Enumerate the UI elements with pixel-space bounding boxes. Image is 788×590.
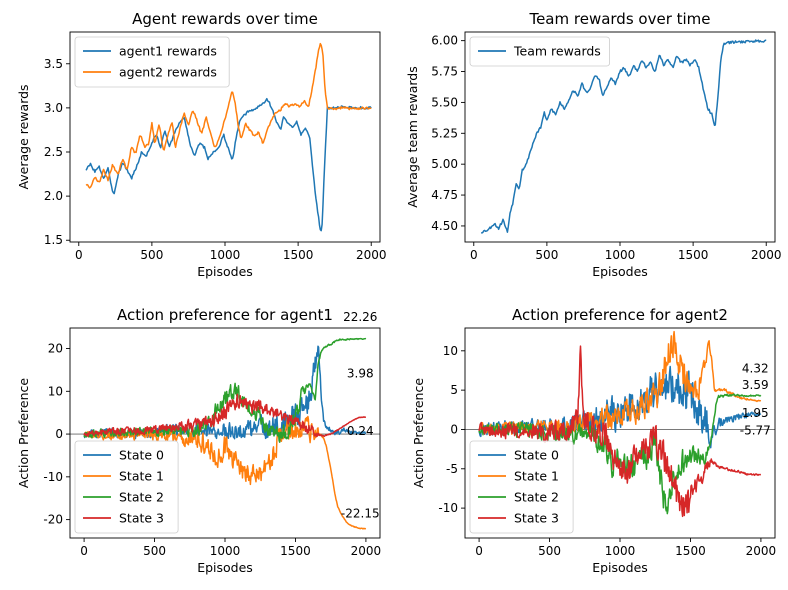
legend-entry: agent2 rewards [119,65,217,80]
legend-entry: State 2 [119,490,164,505]
plot-area [83,337,367,530]
chart-title: Action preference for agent2 [512,306,728,324]
x-tick-label: 500 [140,248,163,262]
legend-entry: State 1 [119,469,164,484]
x-tick-label: 500 [538,544,561,558]
y-tick-label: 6.00 [431,34,458,48]
legend-entry: State 3 [119,511,164,526]
x-axis-label: Episodes [592,560,648,575]
x-tick-label: 1000 [210,544,241,558]
legend-box [74,440,179,534]
plot-area [480,39,767,234]
legend: State 0 State 1 State 2 State 3 [469,440,574,534]
series-line-1 [85,97,372,232]
y-tick-label: 0 [55,427,63,441]
chart-panel-4: Action preference for agent2 4.32 3.59 1.95… [411,306,776,575]
y-tick-label: -10 [438,501,458,515]
legend-entry: State 2 [514,490,559,505]
legend: agent1 rewards agent2 rewards [74,36,230,88]
series-line-3 [83,337,367,443]
x-tick-label: 2000 [746,544,777,558]
legend-box [469,440,574,534]
x-tick-label: 0 [470,248,478,262]
y-tick-label: 2.0 [44,189,63,203]
value-annotation: 1.95 [742,406,769,420]
x-tick-label: 1500 [675,544,706,558]
legend-entry: agent1 rewards [119,44,217,59]
value-annotation: 3.59 [742,378,769,392]
chart-panel-3: Action preference for agent1 22.26 3.98 0.2… [16,306,381,575]
value-annotation: 3.98 [347,367,374,381]
y-axis-label: Average rewards [16,84,31,189]
y-tick-label: 4.50 [431,219,458,233]
legend-entry: Team rewards [513,44,601,59]
series-line-1 [480,39,767,234]
y-tick-label: 5.25 [431,126,458,140]
y-tick-label: 5.50 [431,95,458,109]
chart-title: Team rewards over time [528,10,710,28]
series-line-4 [478,345,762,518]
series-line-2 [85,42,372,189]
legend-box [74,36,230,88]
chart-panel-1: Agent rewards over time 0 500 1000 1500 2000 1… [16,10,386,279]
x-tick-label: 500 [535,248,558,262]
y-tick-label: 4.75 [431,188,458,202]
y-tick-label: -5 [446,462,458,476]
y-tick-label: 10 [443,344,458,358]
y-tick-label: -20 [43,513,63,527]
series-line-4 [83,393,367,438]
chart-title: Agent rewards over time [132,10,318,28]
y-tick-label: 3.0 [44,101,63,115]
y-tick-label: 20 [48,342,63,356]
x-tick-label: 1500 [280,544,311,558]
legend-entry: State 0 [119,448,164,463]
legend-entry: State 1 [514,469,559,484]
value-annotation: -5.77 [740,424,771,438]
x-tick-label: 0 [80,544,88,558]
x-axis-label: Episodes [197,560,253,575]
x-tick-label: 0 [475,544,483,558]
chart-panel-2: Team rewards over time 0 500 1000 1500 2000 4.… [405,10,781,279]
x-tick-label: 1000 [210,248,241,262]
value-annotation: -22.15 [341,507,380,521]
value-annotation: 0.24 [347,424,374,438]
legend: Team rewards [469,36,611,67]
plot-area [85,42,372,232]
x-tick-label: 1000 [605,248,636,262]
x-tick-label: 1500 [678,248,709,262]
y-tick-label: 5.00 [431,157,458,171]
x-tick-label: 2000 [751,248,782,262]
x-axis-label: Episodes [592,264,648,279]
plot-area [478,330,762,518]
legend-box [469,36,611,67]
legend-entry: State 3 [514,511,559,526]
y-axis-label: Action Preference [16,378,31,488]
x-tick-label: 2000 [351,544,382,558]
x-axis-label: Episodes [197,264,253,279]
x-tick-label: 500 [143,544,166,558]
value-annotation: 4.32 [742,361,769,375]
y-tick-label: 5 [450,383,458,397]
x-tick-label: 2000 [356,248,387,262]
y-tick-label: -10 [43,470,63,484]
legend-entry: State 0 [514,448,559,463]
y-tick-label: 3.5 [44,57,63,71]
legend: State 0 State 1 State 2 State 3 [74,440,179,534]
chart-title: Action preference for agent1 [117,306,333,324]
y-axis-label: Average team rewards [405,66,420,208]
y-tick-label: 0 [450,422,458,436]
y-tick-label: 1.5 [44,233,63,247]
y-tick-label: 2.5 [44,145,63,159]
y-axis-label: Action Preference [411,378,426,488]
value-annotation: 22.26 [343,310,377,324]
x-tick-label: 0 [75,248,83,262]
x-tick-label: 1000 [605,544,636,558]
y-tick-label: 10 [48,384,63,398]
y-tick-label: 5.75 [431,65,458,79]
x-tick-label: 1500 [283,248,314,262]
